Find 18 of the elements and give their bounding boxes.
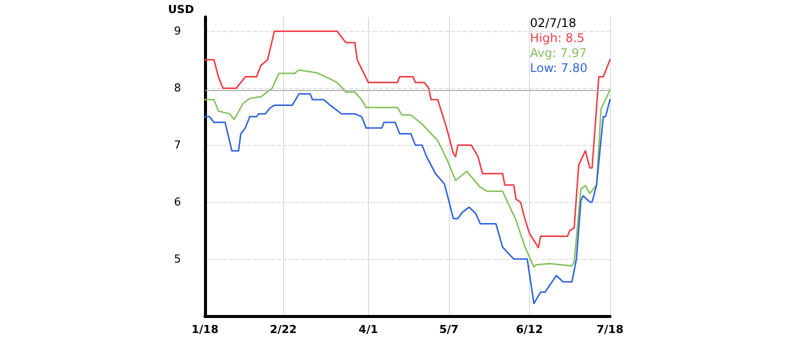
line-series [204, 93, 611, 304]
y-tick-label: 5 [174, 252, 181, 266]
y-tick-label: 9 [174, 24, 181, 38]
line-series [204, 30, 611, 248]
x-tick-label: 1/18 [192, 323, 218, 336]
annotation: Avg: 7.97 [530, 46, 587, 60]
y-tick-label: 8 [174, 82, 181, 95]
y-axis-title: USD [168, 3, 194, 16]
x-tick-label: 2/22 [270, 323, 297, 336]
y-tick-label: 6 [174, 196, 181, 209]
x-tick-label: 7/18 [596, 323, 624, 336]
y-tick-label: 7 [174, 138, 181, 152]
x-tick-label: 4/1 [358, 323, 378, 336]
annotation: 02/7/18 [530, 16, 576, 30]
annotation: Low: 7.80 [530, 61, 588, 75]
x-tick-label: 6/12 [516, 323, 543, 336]
x-tick-label: 5/7 [439, 323, 459, 336]
annotation: High: 8.5 [530, 31, 585, 45]
